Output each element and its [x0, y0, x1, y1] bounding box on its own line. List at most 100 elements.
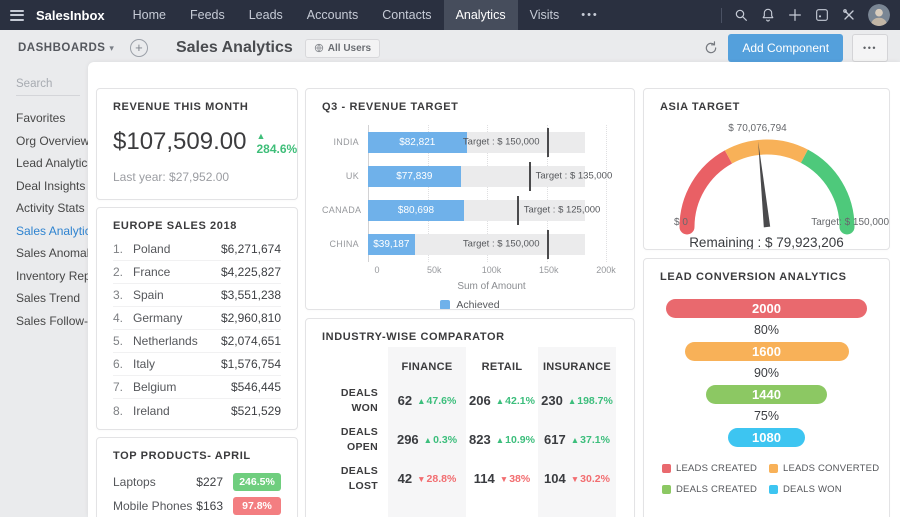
- metric-value: 104: [544, 471, 566, 486]
- metric-value: 230: [541, 393, 563, 408]
- q3-achieved-bar[interactable]: $77,839: [368, 165, 461, 187]
- q3-achieved-bar[interactable]: $80,698: [368, 199, 465, 221]
- legend-label: DEALS WON: [783, 484, 842, 495]
- down-arrow-icon: ▼: [570, 473, 580, 484]
- up-arrow-icon: ▲: [256, 131, 266, 141]
- comparator-value-cell: 296 ▲0.3%: [388, 420, 466, 459]
- europe-sales-row[interactable]: 4. Germany $2,960,810: [113, 307, 281, 330]
- new-dashboard-button[interactable]: +: [129, 39, 148, 57]
- nav-item-accounts[interactable]: Accounts: [306, 8, 359, 22]
- notifications-bell-icon[interactable]: [760, 7, 776, 23]
- q3-axis-tick: 150k: [538, 265, 559, 275]
- comparator-value-cell: 104 ▼30.2%: [538, 459, 616, 498]
- setup-tools-icon[interactable]: [841, 7, 857, 23]
- q3-bar-row: CANADA $80,698 Target : $ 125,000: [322, 192, 618, 228]
- comparator-filler-cell: [466, 498, 538, 517]
- nav-item-contacts[interactable]: Contacts: [382, 8, 432, 22]
- comparator-column-header: FINANCE: [388, 347, 466, 381]
- q3-target-marker: [546, 229, 549, 259]
- legend-label: LEADS CREATED: [676, 463, 758, 474]
- chevron-down-icon[interactable]: ▾: [109, 42, 114, 53]
- comparator-row-label: DEALS OPEN: [340, 426, 378, 453]
- nav-item-analytics[interactable]: Analytics: [443, 0, 518, 30]
- sidebar-item-activity-stats[interactable]: Activity Stats: [16, 201, 85, 215]
- q3-target-label: Target : $ 150,000: [462, 136, 540, 148]
- europe-sales-row[interactable]: 6. Italy $1,576,754: [113, 353, 281, 376]
- q3-achieved-bar[interactable]: $39,187: [368, 233, 415, 255]
- nav-item-home[interactable]: Home: [132, 8, 166, 22]
- dashboards-dropdown[interactable]: DASHBOARDS: [18, 42, 106, 54]
- row-rank: 8.: [113, 403, 124, 418]
- comparator-table: FINANCE RETAIL INSURANCE DEALS WON 62 ▲47.6% 2…: [322, 347, 618, 517]
- gauge-target-label: Target: $ 150,000,000: [811, 217, 890, 228]
- card-title: EUROPE SALES 2018: [113, 220, 237, 232]
- asia-target-card: ASIA TARGET $ 70,076,794 $ 0 Target: $ 1…: [643, 88, 890, 250]
- europe-sales-row[interactable]: 8. Ireland $521,529: [113, 399, 281, 422]
- row-country: Ireland: [133, 403, 170, 418]
- globe-icon: [314, 43, 323, 53]
- card-title: Q3 - REVENUE TARGET: [322, 101, 459, 113]
- widget-panel-icon[interactable]: [814, 7, 830, 23]
- legend-swatch: [769, 485, 778, 494]
- nav-right-icons: [721, 4, 900, 26]
- sidebar-item-org-overview[interactable]: Org Overview: [16, 133, 90, 148]
- comparator-filler-cell: [388, 498, 466, 517]
- top-product-row[interactable]: Mobile Phones $163 97.8%: [113, 494, 281, 517]
- q3-achieved-bar[interactable]: $82,821: [368, 131, 467, 153]
- sidebar-item-sales-anomalies[interactable]: Sales Anomalies: [16, 246, 105, 260]
- legend-item-leads-converted: LEADS CONVERTED: [769, 463, 879, 474]
- add-component-button[interactable]: Add Component: [728, 34, 844, 62]
- metric-delta: ▲37.1%: [570, 433, 610, 446]
- europe-sales-row[interactable]: 3. Spain $3,551,238: [113, 284, 281, 307]
- row-value: $1,576,754: [220, 357, 281, 371]
- funnel-stage-deals-won[interactable]: 1080: [728, 428, 805, 447]
- nav-item-visits[interactable]: Visits: [529, 8, 560, 22]
- sidebar-item-lead-analytics[interactable]: Lead Analytics: [16, 156, 94, 170]
- europe-sales-row[interactable]: 5. Netherlands $2,074,651: [113, 330, 281, 353]
- nav-more-button[interactable]: •••: [581, 9, 599, 21]
- funnel-stage-deals-created[interactable]: 1440: [705, 385, 828, 404]
- search-icon[interactable]: [733, 7, 749, 23]
- comparator-row-label: DEALS WON: [340, 387, 378, 414]
- sidebar-item-favorites[interactable]: Favorites: [16, 111, 66, 125]
- q3-bar-value: $80,698: [397, 204, 435, 216]
- hamburger-menu-icon[interactable]: [10, 7, 24, 23]
- q3-category-label: CHINA: [329, 239, 359, 249]
- all-users-badge[interactable]: All Users: [304, 38, 381, 58]
- card-title: TOP PRODUCTS- APRIL: [113, 450, 251, 462]
- q3-axis-tick: 200k: [596, 265, 616, 275]
- sidebar-item-deal-insights[interactable]: Deal Insights: [16, 178, 86, 193]
- user-avatar[interactable]: [868, 4, 890, 26]
- gauge-segment: [724, 139, 808, 164]
- legend-swatch: [769, 464, 778, 473]
- q3-gridline: [606, 158, 607, 194]
- q3-gridline: [606, 124, 607, 160]
- row-value: $3,551,238: [220, 288, 281, 302]
- refresh-icon[interactable]: [703, 40, 719, 56]
- brand-logo[interactable]: SalesInbox: [36, 7, 105, 23]
- q3-x-axis: 0 50k 100k 150k 200k: [374, 265, 615, 278]
- sidebar-search-input[interactable]: [16, 76, 80, 96]
- up-arrow-icon: ▲: [567, 395, 577, 406]
- revenue-last-year: Last year: $27,952.00: [113, 170, 230, 184]
- europe-sales-row[interactable]: 2. France $4,225,827: [113, 261, 281, 284]
- nav-item-leads[interactable]: Leads: [248, 8, 283, 22]
- gauge-segment: [800, 149, 854, 228]
- europe-sales-row[interactable]: 7. Belgium $546,445: [113, 376, 281, 399]
- europe-sales-row[interactable]: 1. Poland $6,271,674: [113, 238, 281, 261]
- gauge-value-label: $ 70,076,794: [728, 123, 787, 134]
- comparator-value-cell: 114 ▼38%: [466, 459, 538, 498]
- sidebar-item-sales-follow-up-t[interactable]: Sales Follow-up T: [16, 313, 112, 328]
- down-arrow-icon: ▼: [417, 473, 426, 484]
- add-plus-icon[interactable]: [787, 7, 803, 23]
- funnel-stage-leads-converted[interactable]: 1600: [684, 342, 849, 361]
- sidebar-item-sales-trend[interactable]: Sales Trend: [16, 291, 81, 305]
- up-arrow-icon: ▲: [423, 434, 433, 445]
- sidebar-item-inventory-reports[interactable]: Inventory Reports: [16, 268, 111, 283]
- funnel-stage-leads-created[interactable]: 2000: [666, 299, 867, 318]
- row-rank: 2.: [113, 265, 124, 279]
- top-product-row[interactable]: Laptops $227 246.5%: [113, 470, 281, 494]
- header-more-button[interactable]: •••: [852, 34, 888, 62]
- sidebar-item-sales-analytics[interactable]: Sales Analytics: [16, 223, 97, 238]
- nav-item-feeds[interactable]: Feeds: [189, 8, 225, 22]
